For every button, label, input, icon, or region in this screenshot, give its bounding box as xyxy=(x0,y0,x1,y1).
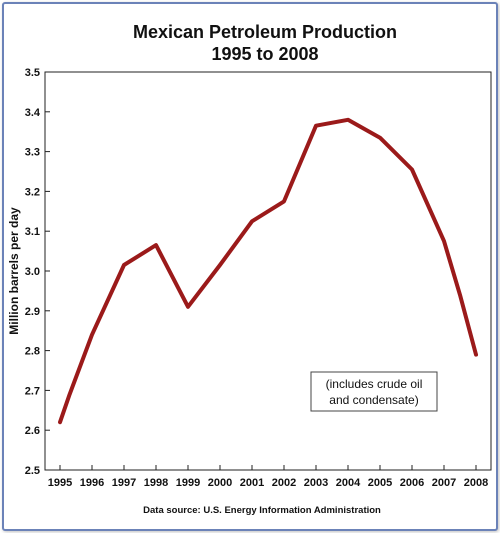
x-tick-label: 2001 xyxy=(240,477,264,489)
series-line xyxy=(58,117,478,425)
x-tick-label: 1995 xyxy=(48,477,72,489)
y-tick-label: 3.3 xyxy=(25,147,40,159)
y-tick-label: 3.5 xyxy=(25,67,40,79)
x-tick-label: 2008 xyxy=(464,477,488,489)
x-tick-label: 2002 xyxy=(272,477,296,489)
data-source: Data source: U.S. Energy Information Adm… xyxy=(143,505,381,516)
x-tick-label: 2007 xyxy=(432,477,456,489)
y-tick-label: 3.0 xyxy=(25,266,40,278)
annotation-border xyxy=(310,371,438,412)
y-tick-label: 2.7 xyxy=(25,385,40,397)
y-tick-label: 2.9 xyxy=(25,306,40,318)
annotation-box: (includes crude oil and condensate) xyxy=(310,371,438,412)
y-tick-label: 2.6 xyxy=(25,425,40,437)
annotation-line1: (includes crude oil xyxy=(326,377,423,391)
y-tick-label: 2.5 xyxy=(25,465,40,477)
y-tick-label: 3.4 xyxy=(25,107,41,119)
y-axis-label: Million barrels per day xyxy=(7,207,21,335)
chart-title-line1: Mexican Petroleum Production xyxy=(133,22,397,42)
annotation-line2: and condensate) xyxy=(329,393,418,407)
x-tick-label: 2006 xyxy=(400,477,424,489)
x-tick-label: 2004 xyxy=(336,477,361,489)
y-axis-ticks: 2.5 2.6 2.7 2.8 2.9 3.0 3.1 3.2 3.3 3.4 3.5 xyxy=(25,67,50,477)
x-tick-label: 2000 xyxy=(208,477,232,489)
chart-title-line2: 1995 to 2008 xyxy=(211,44,318,64)
x-tick-label: 1999 xyxy=(176,477,200,489)
x-tick-label: 1996 xyxy=(80,477,104,489)
x-axis-ticks: 1995 1996 1997 1998 1999 2000 2001 2002 2003 2004… xyxy=(48,465,488,489)
x-tick-label: 1998 xyxy=(144,477,168,489)
x-tick-label: 2003 xyxy=(304,477,328,489)
y-tick-label: 3.2 xyxy=(25,186,40,198)
x-tick-label: 2005 xyxy=(368,477,392,489)
x-tick-label: 1997 xyxy=(112,477,136,489)
y-tick-label: 3.1 xyxy=(25,226,40,238)
y-tick-label: 2.8 xyxy=(25,346,40,358)
